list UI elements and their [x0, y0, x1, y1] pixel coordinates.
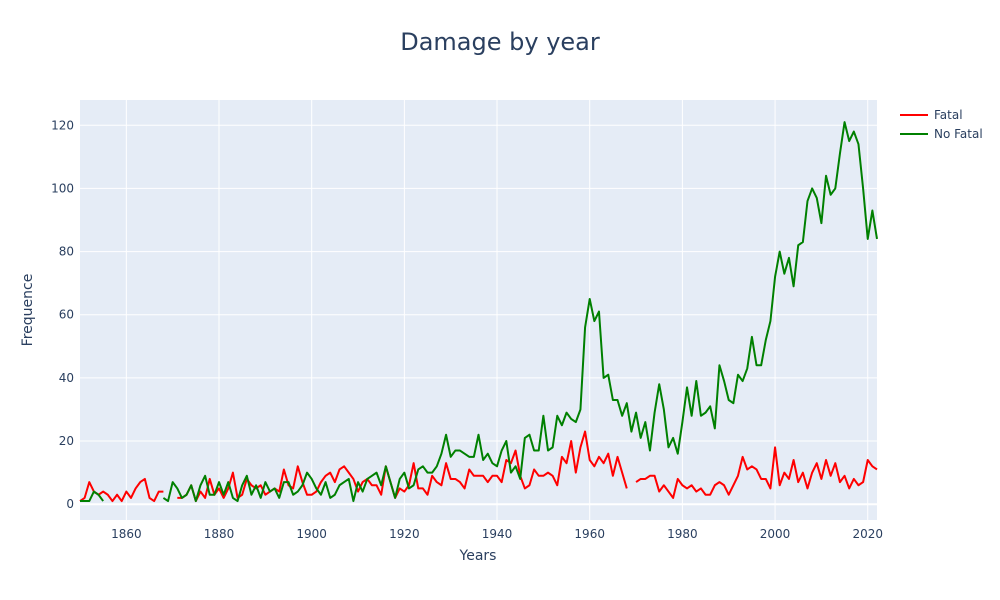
y-tick-label: 100	[51, 181, 74, 195]
x-tick-label: 1900	[296, 527, 327, 541]
y-tick-label: 60	[59, 308, 74, 322]
series-line-no-fatal[interactable]	[80, 121, 878, 503]
x-tick-label: 1980	[667, 527, 698, 541]
tick-labels: 1860 1880 1900 1920 1940 1960 1980 2000 2020 0 20 4…	[51, 118, 883, 541]
legend-item-fatal[interactable]: Fatal	[934, 108, 963, 122]
y-axis-title: Frequence	[20, 274, 36, 347]
series-lines	[79, 121, 878, 503]
y-tick-label: 40	[59, 371, 74, 385]
x-tick-label: 1960	[574, 527, 605, 541]
x-axis-title: Years	[459, 548, 497, 564]
x-tick-label: 2000	[760, 527, 791, 541]
legend-item-no-fatal[interactable]: No Fatal	[934, 127, 983, 141]
y-tick-label: 120	[51, 118, 74, 132]
y-tick-label: 80	[59, 245, 74, 259]
chart-title: Damage by year	[400, 28, 600, 56]
x-tick-label: 1920	[389, 527, 420, 541]
plot-area	[80, 100, 877, 520]
x-tick-label: 1860	[111, 527, 142, 541]
y-tick-label: 20	[59, 434, 74, 448]
x-tick-label: 1940	[482, 527, 513, 541]
x-tick-label: 2020	[852, 527, 883, 541]
y-tick-label: 0	[66, 497, 74, 511]
x-tick-label: 1880	[204, 527, 235, 541]
legend[interactable]: Fatal No Fatal	[900, 108, 983, 141]
grid	[80, 100, 877, 520]
